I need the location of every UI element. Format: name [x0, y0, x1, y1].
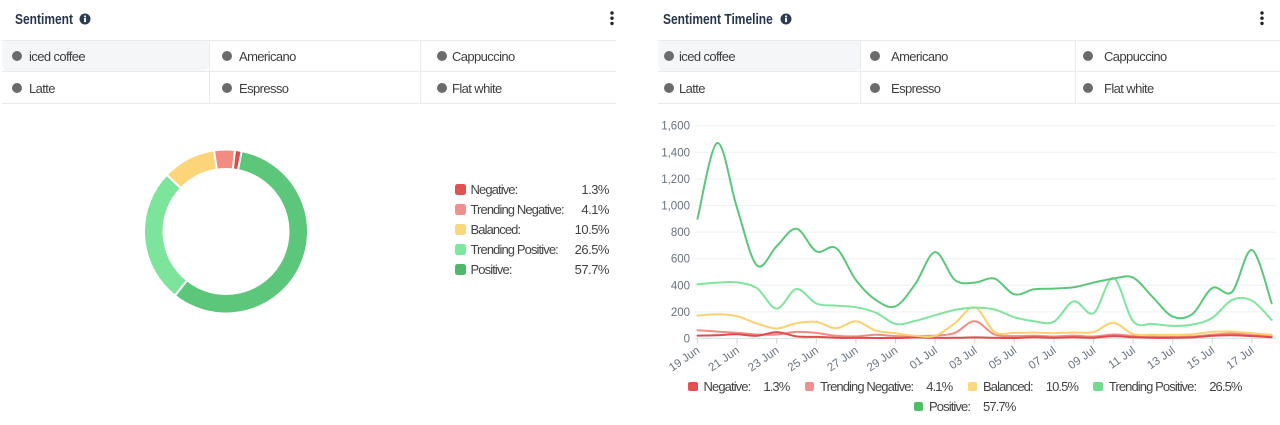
- svg-text:1,400: 1,400: [661, 147, 690, 159]
- svg-text:1,600: 1,600: [661, 121, 690, 133]
- svg-text:27 Jun: 27 Jun: [825, 345, 860, 375]
- svg-text:09 Jul: 09 Jul: [1066, 345, 1098, 372]
- svg-text:03 Jul: 03 Jul: [947, 345, 979, 372]
- svg-text:05 Jul: 05 Jul: [987, 345, 1019, 372]
- svg-text:25 Jun: 25 Jun: [786, 345, 821, 375]
- svg-text:0: 0: [684, 334, 690, 346]
- svg-text:1,200: 1,200: [661, 174, 690, 186]
- svg-text:15 Jul: 15 Jul: [1185, 345, 1217, 372]
- svg-text:29 Jun: 29 Jun: [865, 345, 900, 375]
- svg-text:17 Jul: 17 Jul: [1225, 345, 1257, 372]
- svg-text:21 Jun: 21 Jun: [707, 345, 742, 375]
- svg-text:07 Jul: 07 Jul: [1027, 345, 1059, 372]
- svg-text:23 Jun: 23 Jun: [746, 345, 781, 375]
- svg-text:1,000: 1,000: [661, 201, 690, 213]
- svg-text:200: 200: [671, 307, 690, 319]
- svg-text:01 Jul: 01 Jul: [908, 345, 940, 372]
- svg-text:19 Jun: 19 Jun: [667, 345, 702, 375]
- svg-text:800: 800: [671, 227, 690, 239]
- svg-text:13 Jul: 13 Jul: [1145, 345, 1177, 372]
- svg-text:11 Jul: 11 Jul: [1106, 345, 1137, 372]
- svg-text:600: 600: [671, 254, 690, 266]
- svg-text:400: 400: [671, 280, 690, 292]
